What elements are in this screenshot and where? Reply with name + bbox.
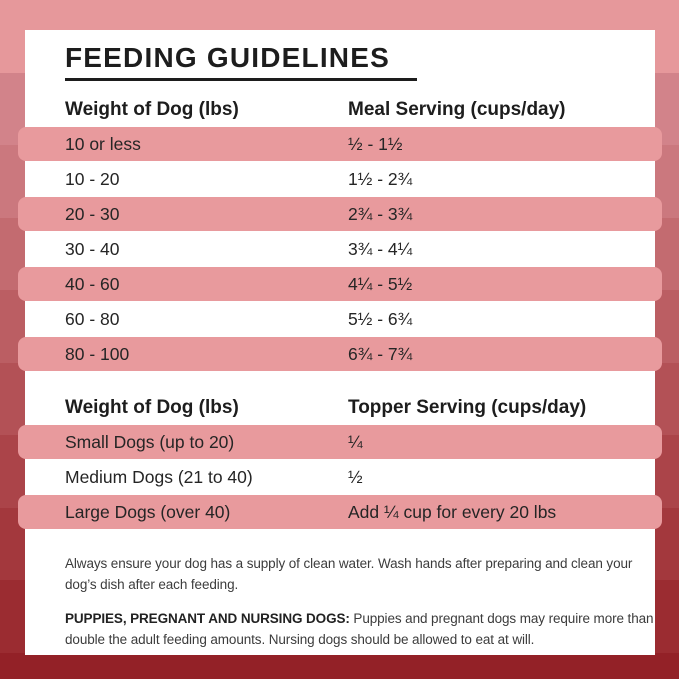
page-title: FEEDING GUIDELINES	[65, 42, 390, 73]
cell-serving: 6¾ - 7¾	[348, 343, 413, 364]
note-puppies: PUPPIES, PREGNANT AND NURSING DOGS: Pupp…	[65, 608, 665, 650]
meal-table-header: Weight of Dog (lbs) Meal Serving (cups/d…	[25, 99, 655, 121]
cell-serving: ¼	[348, 431, 363, 452]
cell-weight: 20 - 30	[65, 203, 120, 224]
title-underline	[65, 78, 417, 81]
cell-serving: ½ - 1½	[348, 133, 403, 154]
cell-serving: 3¾ - 4¼	[348, 238, 413, 259]
topper-col2-header: Topper Serving (cups/day)	[348, 397, 587, 418]
cell-serving: 5½ - 6¾	[348, 308, 413, 329]
cell-serving: Add ¼ cup for every 20 lbs	[348, 501, 557, 522]
feeding-guidelines-card: FEEDING GUIDELINES Weight of Dog (lbs) M…	[18, 30, 662, 655]
cell-weight: 10 - 20	[65, 168, 120, 189]
cell-weight: 60 - 80	[65, 308, 120, 329]
meal-col1-header: Weight of Dog (lbs)	[65, 99, 239, 120]
cell-serving: 2¾ - 3¾	[348, 203, 413, 224]
table-row: 10 - 20 1½ - 2¾	[25, 162, 655, 196]
note-water: Always ensure your dog has a supply of c…	[65, 556, 633, 592]
topper-col1-header: Weight of Dog (lbs)	[65, 397, 239, 418]
cell-weight: 10 or less	[65, 133, 141, 154]
meal-col2-header: Meal Serving (cups/day)	[348, 99, 566, 120]
cell-serving: 1½ - 2¾	[348, 168, 413, 189]
cell-weight: 30 - 40	[65, 238, 120, 259]
table-row: 60 - 80 5½ - 6¾	[25, 302, 655, 336]
meal-table-rows: 10 or less ½ - 1½ 10 - 20 1½ - 2¾ 20 - 3…	[18, 127, 662, 371]
footer-notes: Always ensure your dog has a supply of c…	[65, 553, 665, 650]
note-puppies-label: PUPPIES, PREGNANT AND NURSING DOGS:	[65, 611, 350, 626]
table-row: 40 - 60 4¼ - 5½	[18, 267, 662, 301]
table-row: 10 or less ½ - 1½	[18, 127, 662, 161]
cell-weight: Small Dogs (up to 20)	[65, 431, 235, 452]
topper-table-header: Weight of Dog (lbs) Topper Serving (cups…	[25, 397, 655, 419]
table-row: Large Dogs (over 40) Add ¼ cup for every…	[18, 495, 662, 529]
note-puppies-text: Puppies and pregnant dogs may require mo…	[65, 611, 654, 647]
cell-serving: 4¼ - 5½	[348, 273, 413, 294]
cell-serving: ½	[348, 466, 363, 487]
table-row: 20 - 30 2¾ - 3¾	[18, 197, 662, 231]
cell-weight: 40 - 60	[65, 273, 120, 294]
cell-weight: 80 - 100	[65, 343, 130, 364]
table-row: Small Dogs (up to 20) ¼	[18, 425, 662, 459]
topper-table-rows: Small Dogs (up to 20) ¼ Medium Dogs (21 …	[18, 425, 662, 529]
table-row: 30 - 40 3¾ - 4¼	[25, 232, 655, 266]
table-row: 80 - 100 6¾ - 7¾	[18, 337, 662, 371]
cell-weight: Large Dogs (over 40)	[65, 501, 231, 522]
cell-weight: Medium Dogs (21 to 40)	[65, 466, 253, 487]
table-row: Medium Dogs (21 to 40) ½	[25, 460, 655, 494]
